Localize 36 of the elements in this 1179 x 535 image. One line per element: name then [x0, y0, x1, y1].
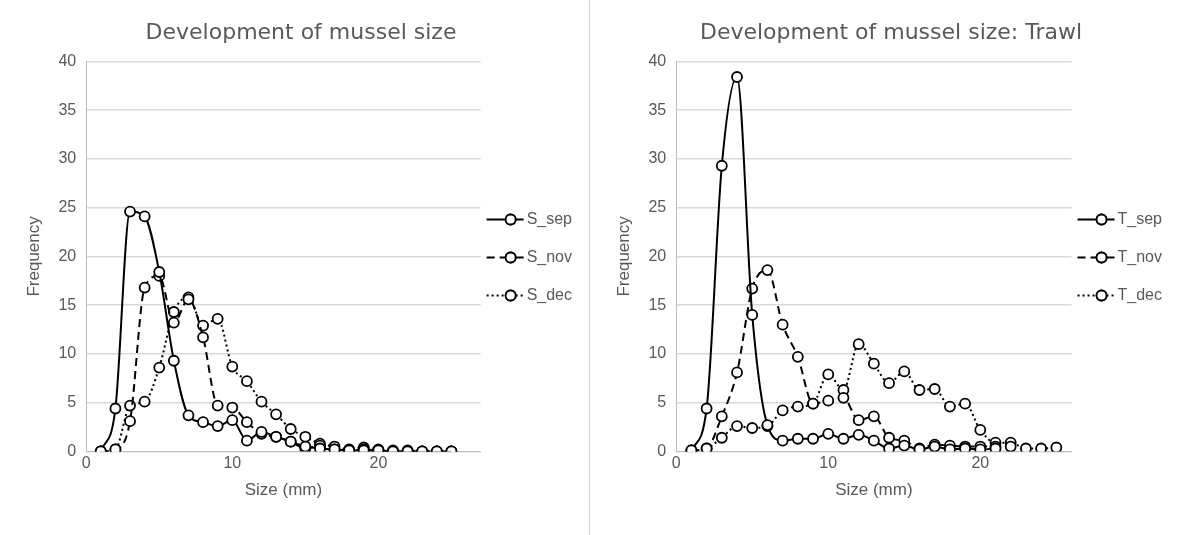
- y-tick-label: 25: [58, 198, 77, 216]
- y-tick-label: 40: [58, 51, 77, 69]
- y-tick-label: 20: [58, 246, 77, 264]
- x-axis-title: Size (mm): [835, 480, 913, 500]
- x-tick-label: 0: [671, 454, 681, 472]
- y-tick-label: 35: [58, 100, 77, 118]
- y-tick-label: 10: [648, 344, 667, 362]
- y-tick-label: 0: [67, 441, 77, 459]
- x-tick-label: 10: [223, 454, 242, 472]
- x-tick-label: 10: [819, 454, 838, 472]
- legend-label: T_dec: [1117, 285, 1162, 304]
- x-axis-title: Size (mm): [244, 480, 323, 500]
- y-tick-label: 40: [648, 51, 667, 69]
- legend-label: S_nov: [526, 247, 573, 266]
- y-tick-label: 35: [648, 100, 667, 118]
- y-tick-label: 15: [58, 295, 77, 313]
- y-tick-label: 30: [58, 149, 77, 167]
- y-tick-label: 5: [67, 393, 77, 411]
- y-tick-label: 5: [657, 393, 667, 411]
- y-tick-label: 20: [648, 246, 667, 264]
- y-tick-label: 15: [648, 295, 667, 313]
- x-tick-label: 20: [369, 454, 388, 472]
- legend-label: T_nov: [1117, 247, 1162, 266]
- y-tick-label: 0: [657, 441, 667, 459]
- chart-title: Development of mussel size: Trawl: [699, 18, 1083, 44]
- chart-title: Development of mussel size: [145, 18, 457, 44]
- y-axis-title: Frequency: [613, 215, 633, 297]
- y-tick-label: 10: [58, 344, 77, 362]
- legend-label: T_sep: [1117, 209, 1163, 228]
- legend-label: S_dec: [526, 285, 573, 304]
- y-tick-label: 25: [648, 198, 667, 216]
- y-axis-title: Frequency: [23, 215, 43, 297]
- x-tick-label: 0: [81, 454, 91, 472]
- y-tick-label: 30: [648, 149, 667, 167]
- x-tick-label: 20: [971, 454, 990, 472]
- legend-label: S_sep: [526, 209, 573, 228]
